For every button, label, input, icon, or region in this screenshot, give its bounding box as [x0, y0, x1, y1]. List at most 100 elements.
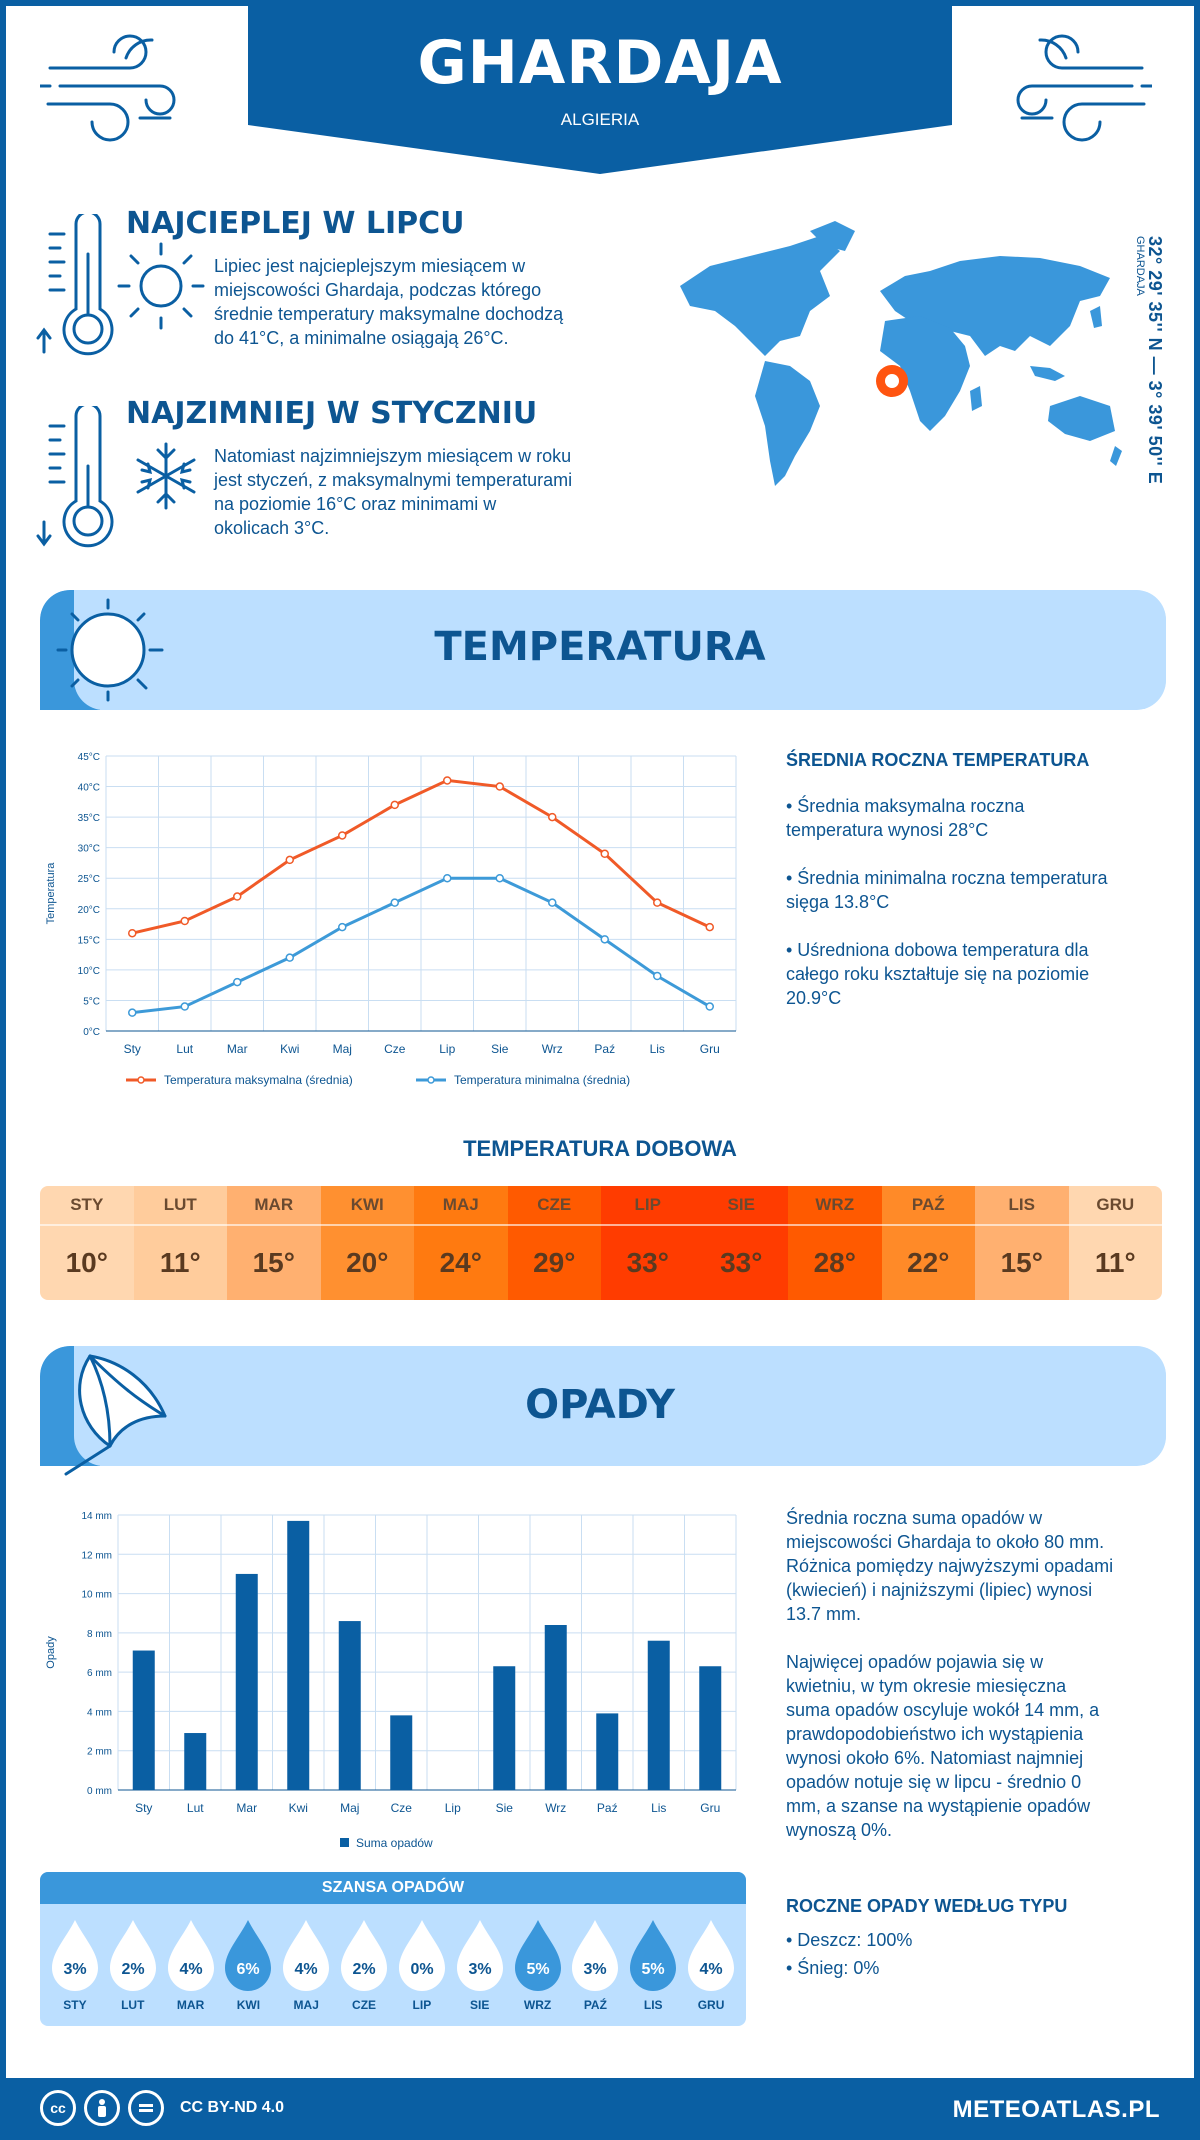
- rain-chance-value: 4%: [295, 1961, 318, 1978]
- daily-temp-month: GRU: [1068, 1186, 1162, 1226]
- data-point: [653, 971, 662, 981]
- rain-chance-month: MAR: [176, 1998, 205, 2012]
- daily-temp-cell: KWI 20°: [320, 1186, 414, 1300]
- rain-chance-item: 3% SIE: [451, 1918, 509, 2012]
- bar: [235, 1573, 258, 1790]
- site-link[interactable]: METEOATLAS.PL: [952, 2096, 1160, 2123]
- x-tick-label: Wrz: [545, 1801, 566, 1815]
- page: GHARDAJA ALGIERIA: [6, 6, 1194, 2078]
- rain-chance-month: WRZ: [523, 1998, 552, 2012]
- rain-chance-item: 4% MAJ: [277, 1918, 335, 2012]
- x-tick-label: Paź: [594, 1042, 615, 1056]
- rain-chance-value: 5%: [526, 1961, 549, 1978]
- rain-chance-item: 2% CZE: [335, 1918, 393, 2012]
- avg-daily-text: • Uśredniona dobowa temperatura dla całeg…: [786, 940, 1090, 1008]
- y-tick-label: 14 mm: [81, 1511, 112, 1522]
- data-point: [128, 928, 137, 938]
- rain-chance-month: LUT: [121, 1998, 145, 2012]
- y-tick-label: 20°C: [78, 905, 100, 916]
- rain-chance-item: 4% MAR: [162, 1918, 220, 2012]
- x-tick-label: Lut: [187, 1801, 204, 1815]
- daily-temp-cell: LUT 11°: [133, 1186, 227, 1300]
- rain-chance-value: 3%: [584, 1961, 607, 1978]
- y-tick-label: 0°C: [83, 1027, 100, 1038]
- umbrella-icon: [64, 1354, 167, 1476]
- daily-temp-cell: PAŹ 22°: [881, 1186, 975, 1300]
- rain-chance-value: 6%: [237, 1961, 260, 1978]
- series-line: [132, 876, 711, 1015]
- rain-chance-month: GRU: [697, 1998, 725, 2012]
- daily-temp-cell: SIE 33°: [694, 1186, 788, 1300]
- series-line: [131, 778, 711, 935]
- x-tick-label: Maj: [333, 1042, 352, 1056]
- data-point: [233, 892, 242, 901]
- coordinates-city: GHARDAJA: [1134, 236, 1146, 296]
- rain-chance-item: 5% LIS: [624, 1918, 682, 2012]
- data-point: [233, 977, 242, 987]
- rain-chance-month: STY: [63, 1998, 87, 2012]
- data-point: [285, 855, 294, 865]
- y-tick-label: 35°C: [78, 813, 100, 824]
- x-tick-label: Sty: [124, 1042, 141, 1056]
- rain-chance-month: LIS: [643, 1998, 663, 2012]
- daily-temp-month: KWI: [320, 1186, 414, 1226]
- data-point: [285, 953, 294, 962]
- license-badge[interactable]: cc CC BY-ND 4.0: [40, 2090, 284, 2126]
- hot-text: Lipiec jest najcieplejszym miesiącem w mi…: [214, 256, 564, 348]
- daily-temp-month: LIP: [601, 1186, 695, 1226]
- y-tick-label: 10°C: [78, 966, 100, 977]
- rain-chance-month: PAŹ: [583, 1998, 607, 2012]
- bar: [184, 1733, 207, 1790]
- rain-chance-month: KWI: [236, 1998, 261, 2012]
- data-point: [128, 1008, 137, 1017]
- rain-chance-panel: SZANSA OPADÓW 3% STY 2% LUT 4% MAR 6% KWI 4% MAJ 2…: [40, 1872, 746, 2026]
- data-point: [390, 898, 399, 907]
- rain-chance-drops: 3% STY 2% LUT 4% MAR 6% KWI 4% MAJ 2% CZE 0% LIP 3% SIE…: [46, 1918, 740, 2012]
- country-label: ALGIERIA: [560, 110, 640, 129]
- daily-temp-value: 24°: [439, 1247, 482, 1278]
- x-tick-label: Sty: [135, 1801, 152, 1815]
- daily-temp-value: 15°: [1000, 1247, 1043, 1278]
- raindrop-icon: 4%: [688, 1920, 735, 1991]
- x-tick-label: Gru: [700, 1801, 720, 1815]
- x-tick-label: Kwi: [289, 1801, 308, 1815]
- raindrop-icon: 3%: [51, 1920, 98, 1991]
- hot-thermometer-sun-icon: [36, 214, 205, 356]
- rain-chance-value: 3%: [63, 1961, 86, 1978]
- attribution-icon: [84, 2090, 120, 2126]
- header-banner: GHARDAJA ALGIERIA: [248, 6, 952, 174]
- avg-max-text: • Średnia maksymalna roczna temperatura w…: [786, 796, 1025, 840]
- daily-temp-month: PAŹ: [881, 1186, 975, 1226]
- x-tick-label: Lut: [176, 1042, 193, 1056]
- daily-temp-cell: LIP 33°: [601, 1186, 695, 1300]
- rain-chance-item: 0% LIP: [393, 1918, 451, 2012]
- raindrop-shape: [225, 1920, 272, 1991]
- raindrop-icon: 3%: [456, 1920, 503, 1991]
- daily-temp-value: 20°: [346, 1247, 389, 1278]
- rain-chance-month: CZE: [352, 1998, 377, 2012]
- rain-chance-item: 3% PAŹ: [566, 1918, 624, 2012]
- legend-label: Temperatura maksymalna (średnia): [164, 1073, 353, 1087]
- sun-icon: [56, 598, 164, 702]
- no-derivatives-icon: [128, 2090, 164, 2126]
- daily-temp-cell: MAJ 24°: [414, 1186, 508, 1300]
- x-tick-label: Lis: [651, 1801, 666, 1815]
- cold-thermometer-snowflake-icon: [36, 406, 196, 548]
- precip-title: OPADY: [525, 1382, 675, 1428]
- data-point: [705, 922, 714, 932]
- y-tick-label: 45°C: [78, 752, 100, 763]
- bar: [544, 1625, 567, 1790]
- bar: [390, 1715, 413, 1790]
- bar: [647, 1640, 670, 1790]
- data-point: [705, 1002, 714, 1011]
- rain-chance-value: 0%: [410, 1961, 433, 1978]
- raindrop-shape: [167, 1920, 214, 1991]
- temperature-section-header: [40, 590, 1166, 710]
- daily-temp-month: LIS: [975, 1186, 1069, 1226]
- x-tick-label: Lip: [445, 1801, 461, 1815]
- legend-label: Suma opadów: [356, 1836, 433, 1850]
- y-tick-label: 10 mm: [81, 1590, 112, 1601]
- y-tick-label: 15°C: [78, 935, 100, 946]
- y-tick-label: 4 mm: [87, 1707, 112, 1718]
- precip-type-title: ROCZNE OPADY WEDŁUG TYPU: [786, 1896, 1068, 1916]
